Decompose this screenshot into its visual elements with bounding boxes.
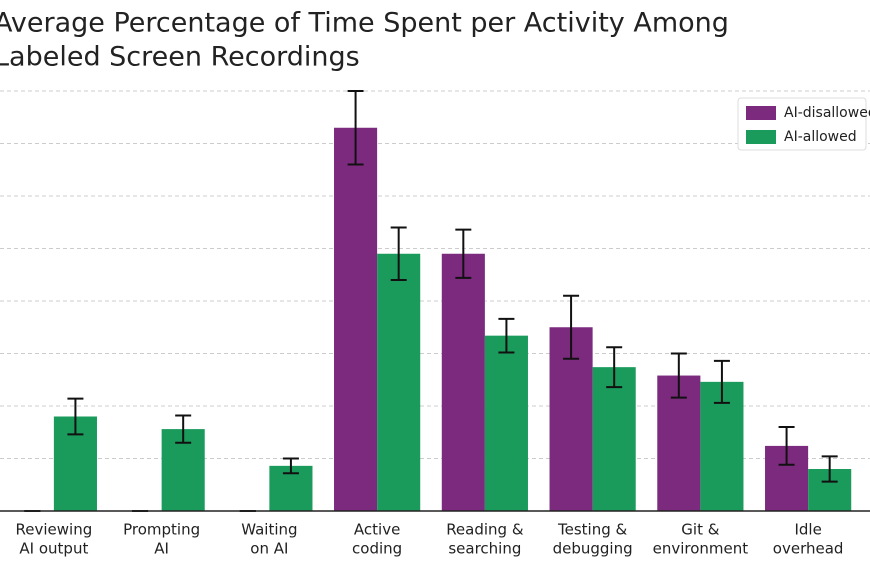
chart-title: Average Percentage of Time Spent per Act…: [0, 8, 729, 39]
error-bar: [821, 455, 838, 483]
x-tick-label: Testing &: [557, 521, 628, 539]
x-tick-label: Git &: [681, 521, 719, 539]
legend-label: AI-allowed: [784, 129, 857, 145]
x-tick-label: debugging: [553, 540, 633, 558]
legend-swatch: [746, 130, 776, 144]
x-tick-label: AI: [154, 540, 169, 558]
error-bar: [347, 90, 364, 166]
error-bar: [670, 352, 687, 399]
bar: [377, 253, 421, 511]
error-bar: [67, 397, 84, 436]
legend-swatch: [746, 106, 776, 120]
x-tick-label: Idle: [794, 521, 821, 539]
error-bar: [498, 317, 515, 354]
x-tick-label: Active: [354, 521, 400, 539]
x-tick-label: on AI: [250, 540, 288, 558]
bar: [592, 367, 636, 511]
legend-label: AI-disallowed: [784, 105, 870, 121]
x-tick-label: Waiting: [241, 521, 297, 539]
error-bar: [778, 426, 795, 466]
chart-title: Labeled Screen Recordings: [0, 42, 360, 73]
error-bar: [563, 294, 580, 360]
error-bar: [175, 414, 192, 444]
error-bar: [455, 228, 472, 279]
x-tick-label: AI output: [19, 540, 88, 558]
error-bar: [282, 457, 299, 475]
x-tick-label: searching: [448, 540, 521, 558]
bar: [484, 335, 528, 511]
x-tick-label: coding: [352, 540, 402, 558]
error-bar: [606, 346, 623, 389]
error-bar: [713, 359, 730, 404]
x-tick-label: environment: [653, 540, 749, 558]
x-tick-label: Prompting: [123, 521, 200, 539]
x-tick-label: Reviewing: [16, 521, 93, 539]
x-tick-label: overhead: [773, 540, 844, 558]
bar: [334, 127, 378, 511]
error-bar: [390, 226, 407, 281]
bar: [441, 253, 485, 511]
x-tick-label: Reading &: [446, 521, 524, 539]
